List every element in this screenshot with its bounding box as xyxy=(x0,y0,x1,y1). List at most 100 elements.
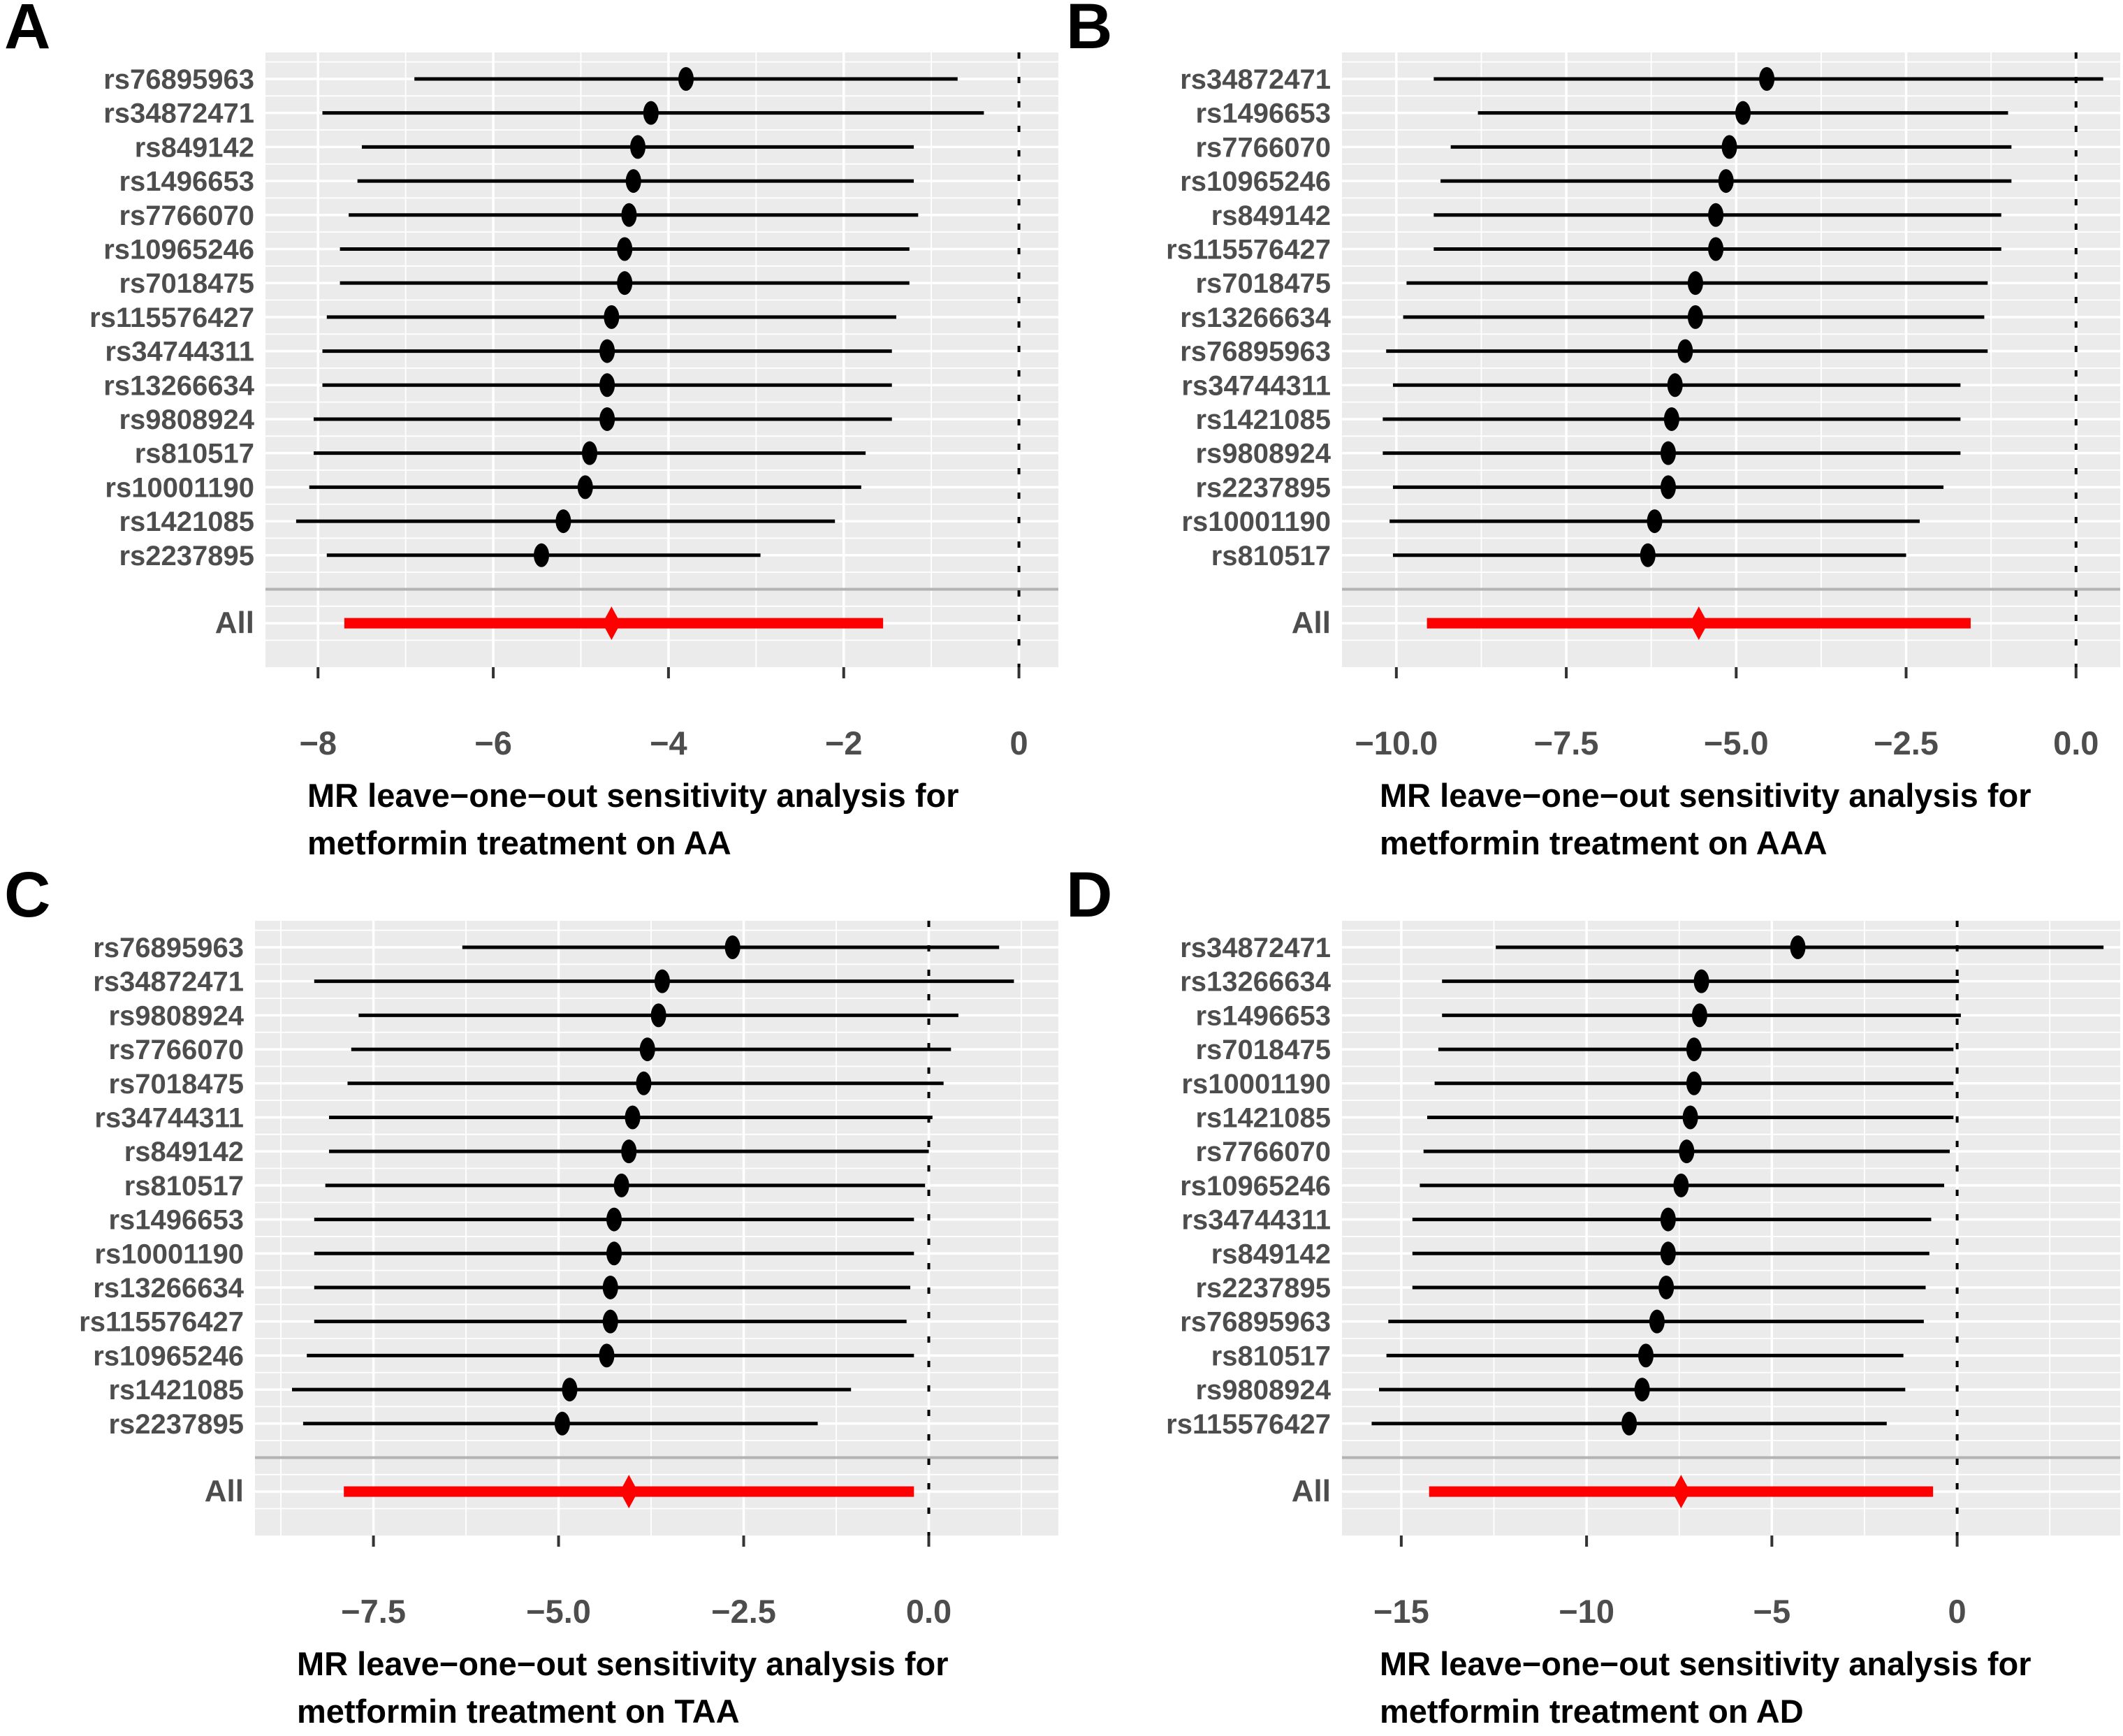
plot-background xyxy=(265,52,1058,667)
y-axis-label: rs34744311 xyxy=(105,337,254,367)
estimate-point xyxy=(1647,509,1663,534)
y-axis-label: rs1421085 xyxy=(1195,404,1331,435)
estimate-point xyxy=(1708,237,1724,261)
axis-title-line2: metformin treatment on AD xyxy=(1380,1693,1804,1730)
y-axis-label: rs7018475 xyxy=(1195,1035,1331,1065)
panel-b-forest-plot: B rs34872471 rs1496653 rs7766070 rs10965246… xyxy=(1062,0,2123,868)
y-axis-label: rs76895963 xyxy=(93,933,244,963)
x-tick-label: −6 xyxy=(474,724,512,761)
y-axis-label-all: All xyxy=(205,1474,244,1508)
estimate-point xyxy=(1667,373,1683,397)
axis-title-line1: MR leave−one−out sensitivity analysis fo… xyxy=(307,777,959,814)
y-axis-label: rs34872471 xyxy=(1180,933,1331,963)
estimate-point xyxy=(1661,441,1677,465)
estimate-point xyxy=(1634,1378,1650,1402)
y-axis-label: rs34872471 xyxy=(93,967,244,998)
panel-d-forest-plot: D rs34872471 rs13266634 rs1496653 rs7018475… xyxy=(1062,863,2123,1736)
y-axis-label: rs7766070 xyxy=(108,1035,244,1065)
estimate-point xyxy=(554,1411,570,1436)
y-axis-label: rs13266634 xyxy=(103,370,255,401)
estimate-point xyxy=(1721,135,1737,159)
y-axis-label: rs115576427 xyxy=(1166,234,1331,265)
x-tick-label: −15 xyxy=(1373,1593,1429,1630)
y-axis-label: rs76895963 xyxy=(1180,1307,1331,1338)
estimate-point xyxy=(604,305,620,329)
x-tick-label: −2.5 xyxy=(711,1593,776,1630)
panel-b-axis-title: MR leave−one−out sensitivity analysis fo… xyxy=(1380,772,2123,867)
estimate-point xyxy=(1708,203,1724,227)
estimate-point xyxy=(630,135,646,159)
panel-a-forest-plot: A rs76895963 rs34872471 rs849142 rs1496653 r… xyxy=(0,0,1061,868)
estimate-point xyxy=(625,169,641,194)
y-axis-label: rs1496653 xyxy=(1195,1000,1331,1031)
estimate-point xyxy=(599,407,615,431)
estimate-point xyxy=(1658,1275,1675,1299)
panel-c-letter: C xyxy=(4,859,51,931)
y-axis-label: rs2237895 xyxy=(1195,472,1331,503)
y-axis-label: rs115576427 xyxy=(89,302,254,333)
x-tick-label: −4 xyxy=(650,724,687,761)
estimate-point xyxy=(724,935,741,959)
panel-c-forest-plot: C rs76895963 rs34872471 rs9808924 rs7766070… xyxy=(0,863,1061,1736)
estimate-point xyxy=(1686,1071,1702,1095)
x-tick-label: −7.5 xyxy=(1534,724,1599,761)
y-axis-label: rs115576427 xyxy=(79,1307,244,1338)
y-axis-label: rs1496653 xyxy=(119,166,254,197)
estimate-point xyxy=(1735,101,1751,125)
estimate-point xyxy=(577,475,593,499)
all-estimate-point xyxy=(1689,606,1708,641)
y-axis-label: rs849142 xyxy=(1211,1239,1331,1269)
x-tick-label: −8 xyxy=(299,724,337,761)
estimate-point xyxy=(1691,1003,1707,1028)
estimate-point xyxy=(678,66,694,91)
y-axis-label: rs76895963 xyxy=(1180,337,1331,367)
panel-a-letter: A xyxy=(4,0,51,62)
axis-title-line2: metformin treatment on AA xyxy=(307,824,731,862)
y-axis-label: rs9808924 xyxy=(1195,439,1331,469)
y-axis-label: rs9808924 xyxy=(108,1000,244,1031)
estimate-point xyxy=(621,1139,637,1164)
panel-d-letter: D xyxy=(1066,859,1113,931)
estimate-point xyxy=(1790,935,1806,959)
estimate-point xyxy=(599,1343,615,1368)
y-axis-label: rs10001190 xyxy=(1181,506,1331,537)
y-axis-label: rs9808924 xyxy=(119,404,254,435)
y-axis-label: rs76895963 xyxy=(103,64,254,95)
estimate-point xyxy=(562,1378,578,1402)
x-tick-label: 0 xyxy=(1948,1593,1967,1630)
x-tick-label: −5.0 xyxy=(526,1593,591,1630)
axis-title-line1: MR leave−one−out sensitivity analysis fo… xyxy=(1380,777,2031,814)
panel-c-axis-title: MR leave−one−out sensitivity analysis fo… xyxy=(297,1640,1093,1735)
estimate-point xyxy=(625,1105,641,1130)
estimate-point xyxy=(1660,1241,1676,1266)
y-axis-label: rs1421085 xyxy=(108,1375,244,1406)
estimate-point xyxy=(1677,339,1693,363)
y-axis-label: rs2237895 xyxy=(119,541,254,571)
y-axis-label: rs2237895 xyxy=(1195,1273,1331,1304)
panel-a-plot-svg: rs76895963rs34872471rs849142rs1496653rs7… xyxy=(89,52,1058,761)
all-estimate-point xyxy=(1672,1475,1691,1509)
x-tick-label: −2 xyxy=(825,724,863,761)
y-axis-label: rs10001190 xyxy=(94,1239,244,1269)
estimate-point xyxy=(534,543,550,567)
estimate-point xyxy=(1660,1207,1676,1232)
estimate-point xyxy=(1679,1139,1695,1164)
y-axis-label: rs849142 xyxy=(135,132,254,163)
estimate-point xyxy=(617,237,633,261)
estimate-point xyxy=(650,1003,666,1028)
estimate-point xyxy=(1637,1343,1654,1368)
y-axis-label: rs1496653 xyxy=(1195,99,1331,129)
estimate-point xyxy=(639,1037,655,1062)
y-axis-label-all: All xyxy=(1292,1474,1331,1508)
axis-title-line1: MR leave−one−out sensitivity analysis fo… xyxy=(297,1645,949,1682)
estimate-point xyxy=(1621,1411,1637,1436)
estimate-point xyxy=(1718,169,1734,194)
x-tick-label: 0 xyxy=(1009,724,1028,761)
estimate-point xyxy=(1759,66,1775,91)
y-axis-label: rs13266634 xyxy=(1180,967,1332,998)
y-axis-label: rs34744311 xyxy=(94,1102,244,1133)
y-axis-label: rs7018475 xyxy=(1195,268,1331,299)
y-axis-label: rs1421085 xyxy=(119,506,254,537)
estimate-point xyxy=(602,1275,618,1299)
